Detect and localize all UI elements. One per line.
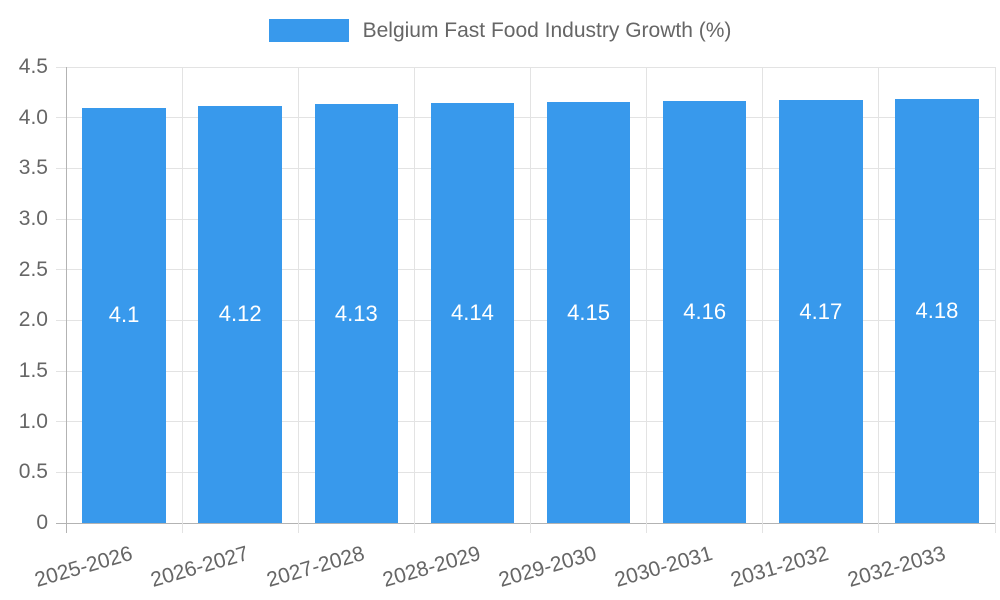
bar-value-label: 4.16 — [683, 299, 727, 325]
vertical-gridline — [413, 67, 415, 533]
bar[interactable] — [314, 104, 399, 523]
bar-value-label: 4.17 — [799, 298, 843, 324]
bar[interactable] — [82, 107, 166, 523]
x-tick-label: 2031-2032 — [728, 541, 832, 592]
bar[interactable] — [662, 101, 747, 523]
bar-value-label: 4.13 — [334, 300, 378, 326]
bar[interactable] — [430, 103, 515, 523]
y-tick-label: 4.5 — [18, 55, 48, 78]
vertical-gridline — [646, 67, 648, 533]
x-tick-label: 2025-2026 — [31, 541, 135, 592]
vertical-gridline — [878, 67, 880, 533]
y-axis-line — [65, 67, 67, 533]
vertical-gridline — [297, 67, 299, 533]
bar-value-label: 4.1 — [108, 302, 140, 328]
vertical-gridline — [994, 67, 996, 533]
bar-value-label: 4.15 — [567, 299, 610, 325]
chart-legend[interactable]: Belgium Fast Food Industry Growth (%) — [0, 17, 1000, 44]
horizontal-gridline — [56, 370, 995, 372]
horizontal-gridline — [56, 319, 995, 321]
x-tick-label: 2030-2031 — [612, 541, 716, 592]
x-tick-label: 2028-2029 — [380, 541, 484, 592]
bar-value-label: 4.12 — [218, 301, 262, 327]
y-tick-label: 3.0 — [18, 207, 48, 230]
horizontal-gridline — [56, 66, 995, 68]
bar[interactable] — [198, 105, 282, 523]
bar[interactable] — [895, 99, 979, 523]
y-tick-label: 4.0 — [18, 105, 48, 129]
legend-label: Belgium Fast Food Industry Growth (%) — [362, 19, 732, 42]
y-tick-label: 2.5 — [18, 257, 48, 281]
bar[interactable] — [779, 100, 863, 523]
vertical-gridline — [181, 67, 183, 533]
y-tick-label: 3.5 — [18, 156, 48, 180]
horizontal-gridline — [56, 117, 995, 119]
y-tick-label: 1.5 — [18, 359, 48, 382]
y-tick-label: 0 — [36, 511, 48, 534]
x-tick-label: 2032-2033 — [844, 541, 948, 592]
vertical-gridline — [762, 67, 764, 533]
bar[interactable] — [546, 102, 631, 523]
horizontal-gridline — [56, 167, 995, 169]
horizontal-gridline — [56, 471, 995, 473]
vertical-gridline — [530, 67, 531, 533]
horizontal-gridline — [56, 421, 995, 423]
x-tick-label: 2026-2027 — [147, 541, 251, 592]
bar-value-label: 4.18 — [915, 298, 959, 324]
bar-value-label: 4.14 — [451, 300, 494, 326]
horizontal-gridline — [56, 269, 995, 271]
x-tick-label: 2027-2028 — [264, 541, 367, 592]
y-tick-label: 0.5 — [18, 460, 48, 484]
x-tick-label: 2029-2030 — [496, 541, 600, 592]
horizontal-gridline — [56, 218, 995, 220]
y-tick-label: 2.0 — [18, 308, 48, 332]
y-tick-label: 1.0 — [18, 409, 48, 433]
x-axis-line — [56, 522, 995, 524]
legend-swatch — [268, 19, 349, 42]
